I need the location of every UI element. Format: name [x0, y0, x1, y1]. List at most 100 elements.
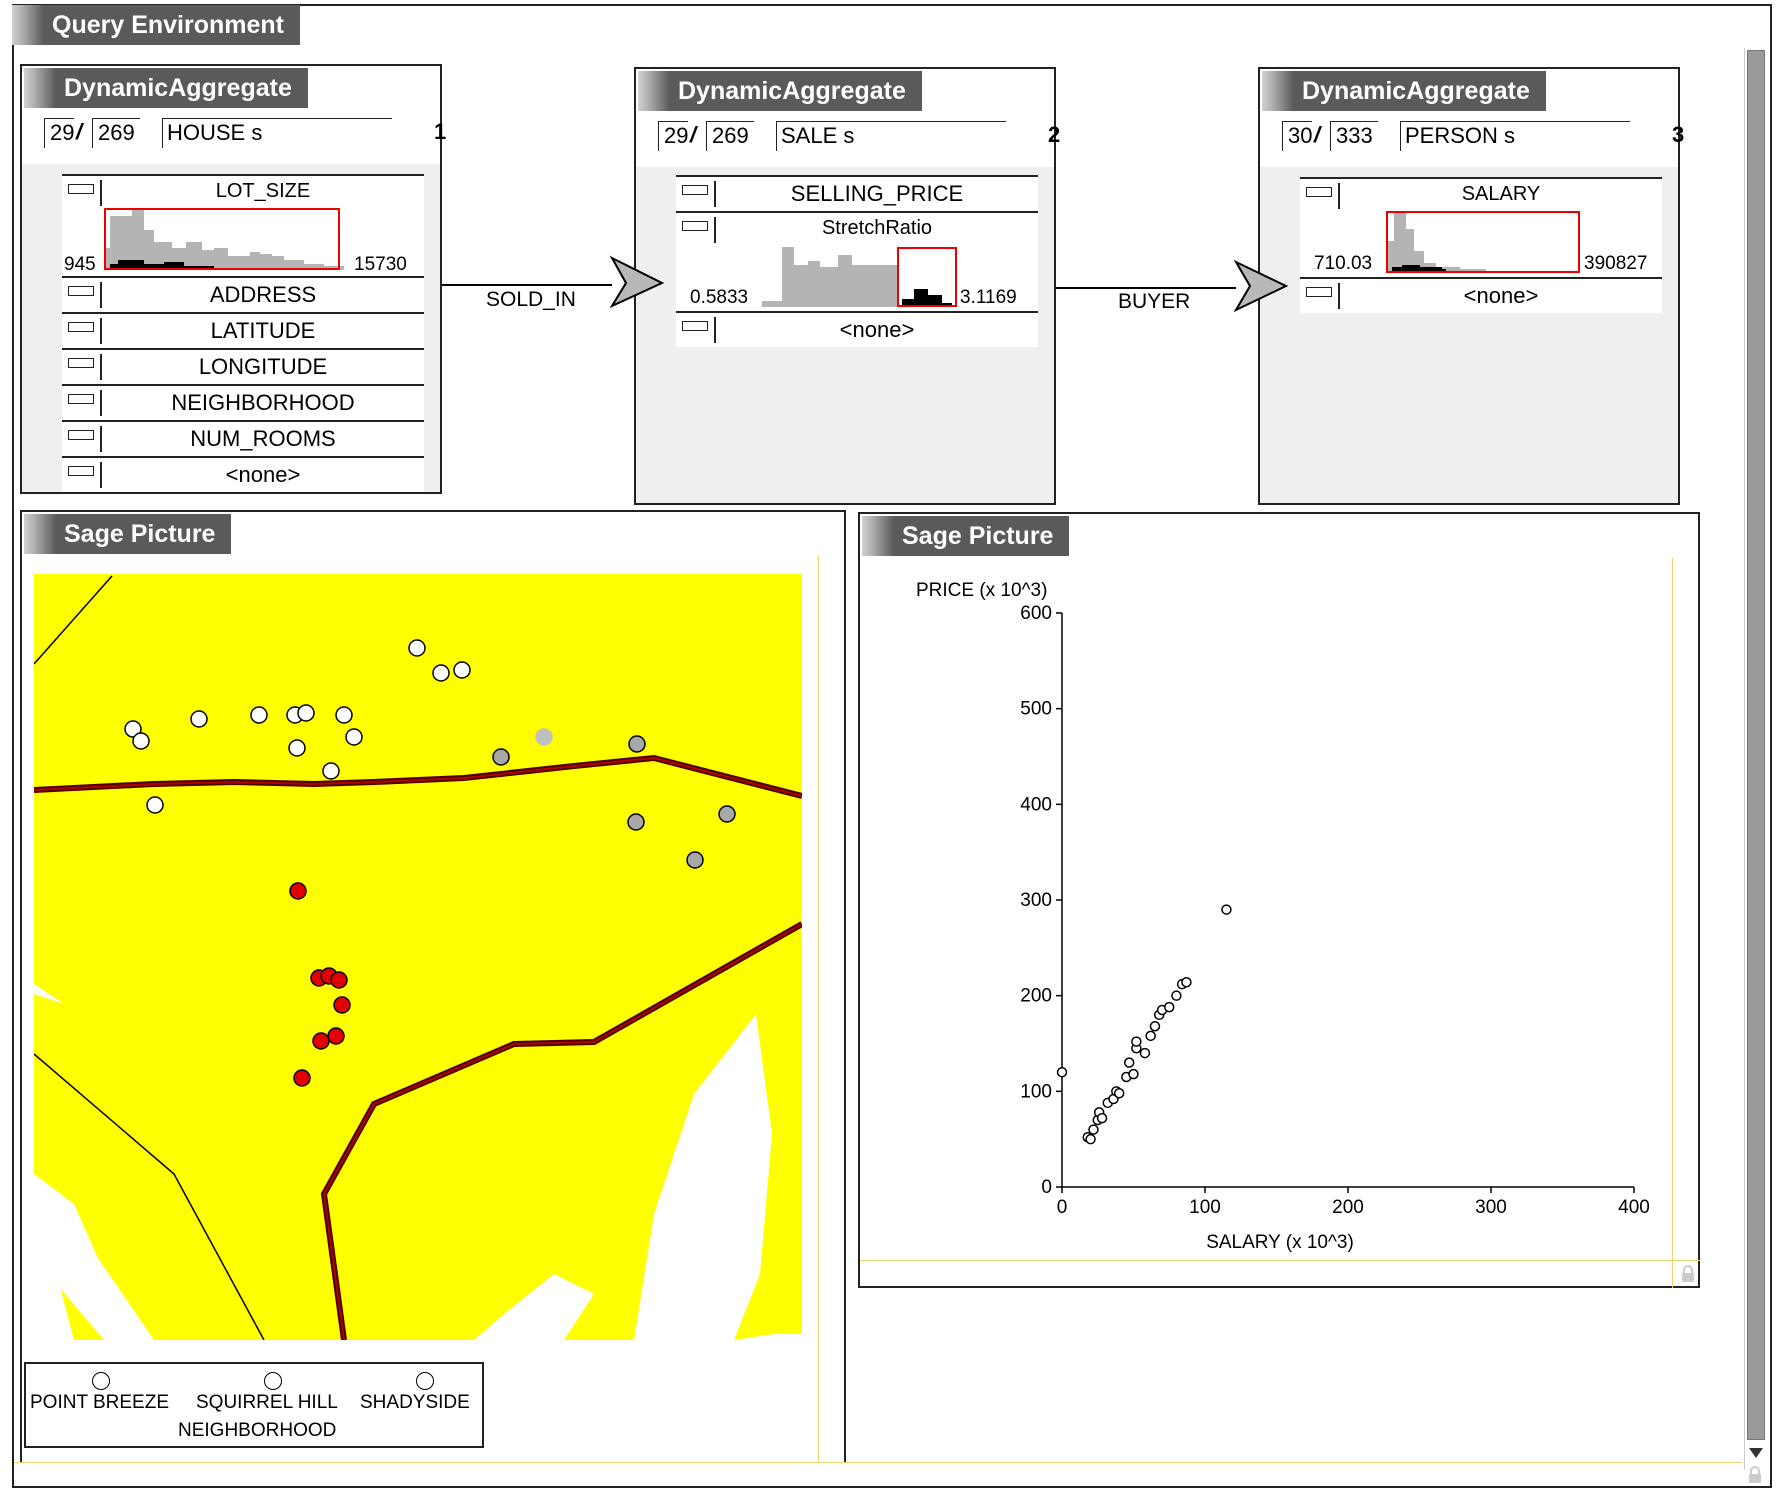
aggregate-index: 2 — [1048, 122, 1061, 147]
lot-size-histogram[interactable] — [104, 208, 350, 270]
collapse-toggle-icon[interactable] — [682, 321, 708, 331]
attribute-row[interactable]: ADDRESS — [62, 276, 424, 312]
scroll-down-arrow-icon[interactable] — [1746, 1442, 1766, 1462]
attribute-row[interactable]: NUM_ROOMS — [62, 420, 424, 456]
aggregate-header: 29 / 269 SALE s 2 — [658, 121, 1060, 153]
salary-histogram[interactable] — [1386, 211, 1582, 273]
attribute-row-stretch-ratio[interactable]: StretchRatio 0.5833 3.1169 — [676, 211, 1038, 311]
attribute-row[interactable]: <none> — [1300, 277, 1662, 313]
slash-separator: / — [1314, 122, 1321, 147]
scatter-point — [1123, 1057, 1135, 1068]
y-tick-label: 200 — [1020, 986, 1052, 1007]
attribute-label: NEIGHBORHOOD — [171, 390, 355, 415]
scatter-point — [1131, 1036, 1142, 1047]
attribute-row[interactable]: <none> — [676, 311, 1038, 347]
legend-label: POINT BREEZE — [30, 1392, 170, 1413]
relation-label-sold-in[interactable]: SOLD_IN — [486, 288, 576, 311]
selected-count: 29 — [658, 121, 688, 151]
legend-label: SHADYSIDE — [360, 1392, 470, 1413]
lock-icon — [1682, 1265, 1694, 1282]
collapse-toggle-icon[interactable] — [68, 286, 94, 296]
table-name[interactable]: HOUSE s — [162, 118, 392, 148]
attribute-row[interactable]: <none> — [62, 456, 424, 492]
y-tick-label: 100 — [1020, 1081, 1052, 1102]
attribute-label: StretchRatio — [821, 217, 933, 239]
scrollbar-thumb[interactable] — [1747, 50, 1765, 1440]
attribute-row[interactable]: SELLING_PRICE — [676, 175, 1038, 211]
table-name[interactable]: PERSON s — [1400, 121, 1630, 151]
scatter-point — [1171, 990, 1182, 1001]
buyer-arrowhead-icon — [1233, 259, 1289, 313]
table-name[interactable]: SALE s — [776, 121, 1006, 151]
collapse-toggle-icon[interactable] — [68, 358, 94, 368]
attribute-label: LONGITUDE — [198, 354, 328, 379]
attribute-label: LATITUDE — [210, 318, 316, 343]
divider — [1338, 183, 1340, 209]
collapse-toggle-icon[interactable] — [68, 394, 94, 404]
attribute-row-lot-size[interactable]: LOT_SIZE 945 15730 — [62, 174, 424, 276]
scatter-point — [1088, 1124, 1099, 1135]
x-tick-label: 300 — [1475, 1197, 1507, 1218]
scatter-point — [1056, 1066, 1068, 1078]
legend-title: NEIGHBORHOOD — [178, 1420, 337, 1441]
y-tick-label: 0 — [1041, 1177, 1052, 1198]
aggregate-title: DynamicAggregate — [638, 71, 922, 111]
legend-swatch-point-breeze — [92, 1372, 110, 1390]
selection-range-box — [897, 247, 957, 307]
attribute-list: LOT_SIZE 945 15730 ADDRESS LATITUDE LONG — [62, 174, 424, 492]
scatter-point — [1149, 1021, 1161, 1032]
collapse-toggle-icon[interactable] — [682, 185, 708, 195]
attribute-label: NUM_ROOMS — [190, 426, 336, 451]
aggregate-index: 1 — [434, 119, 447, 144]
panel-bottom-rule — [860, 1260, 1700, 1261]
sage-picture-title: Sage Picture — [24, 514, 232, 554]
map-points — [124, 639, 736, 1087]
total-count: 333 — [1330, 121, 1378, 151]
legend-swatch-squirrel-hill — [264, 1372, 282, 1390]
aggregate-title: DynamicAggregate — [1262, 71, 1546, 111]
attribute-row[interactable]: NEIGHBORHOOD — [62, 384, 424, 420]
relation-label-buyer[interactable]: BUYER — [1118, 290, 1191, 313]
selected-count: 29 — [44, 118, 74, 148]
aggregate-body: LOT_SIZE 945 15730 ADDRESS LATITUDE LONG — [22, 164, 440, 492]
scatter-point — [1096, 1112, 1108, 1124]
sage-picture-title: Sage Picture — [862, 516, 1070, 556]
scatter-point — [1164, 1001, 1175, 1013]
query-environment-window — [12, 4, 1772, 1488]
y-tick-label: 500 — [1020, 699, 1052, 720]
neighborhood-map[interactable] — [34, 574, 802, 1340]
collapse-toggle-icon[interactable] — [68, 184, 94, 194]
attribute-list: SELLING_PRICE StretchRatio 0.5833 3.1169… — [676, 175, 1038, 347]
lock-icon — [1749, 1466, 1761, 1483]
divider — [714, 217, 716, 243]
scatter-point — [1113, 1087, 1125, 1099]
scatter-point — [1139, 1047, 1151, 1059]
histogram-max: 3.1169 — [960, 287, 1017, 308]
selection-range-box — [104, 208, 340, 270]
salary-price-scatter-chart[interactable]: PRICE (x 10^3) SALARY (x 10^3) 0 100 200 30… — [858, 560, 1698, 1260]
y-tick-label: 600 — [1020, 603, 1052, 624]
attribute-row-salary[interactable]: SALARY 710.03 390827 — [1300, 177, 1662, 277]
stretch-ratio-histogram[interactable] — [762, 247, 958, 307]
legend-label: SQUIRREL HILL — [196, 1392, 338, 1413]
collapse-toggle-icon[interactable] — [1306, 287, 1332, 297]
total-count: 269 — [706, 121, 754, 151]
collapse-toggle-icon[interactable] — [1306, 187, 1332, 197]
attribute-row[interactable]: LONGITUDE — [62, 348, 424, 384]
attribute-label: ADDRESS — [209, 282, 317, 307]
y-axis-label: PRICE (x 10^3) — [916, 580, 1047, 601]
collapse-toggle-icon[interactable] — [68, 322, 94, 332]
selected-count: 30 — [1282, 121, 1312, 151]
collapse-toggle-icon[interactable] — [68, 466, 94, 476]
collapse-toggle-icon[interactable] — [68, 430, 94, 440]
aggregate-header: 29 / 269 HOUSE s 1 — [44, 118, 446, 150]
attribute-label: <none> — [225, 462, 301, 487]
collapse-toggle-icon[interactable] — [682, 221, 708, 231]
aggregate-header: 30 / 333 PERSON s 3 — [1282, 121, 1684, 153]
attribute-row[interactable]: LATITUDE — [62, 312, 424, 348]
aggregate-panel-person: DynamicAggregate 30 / 333 PERSON s 3 SAL… — [1258, 67, 1684, 505]
y-tick-label: 300 — [1020, 890, 1052, 911]
panel-edge-rule — [818, 556, 819, 1462]
divider — [100, 180, 102, 206]
map-legend: POINT BREEZE SQUIRREL HILL SHADYSIDE NEI… — [24, 1362, 484, 1448]
